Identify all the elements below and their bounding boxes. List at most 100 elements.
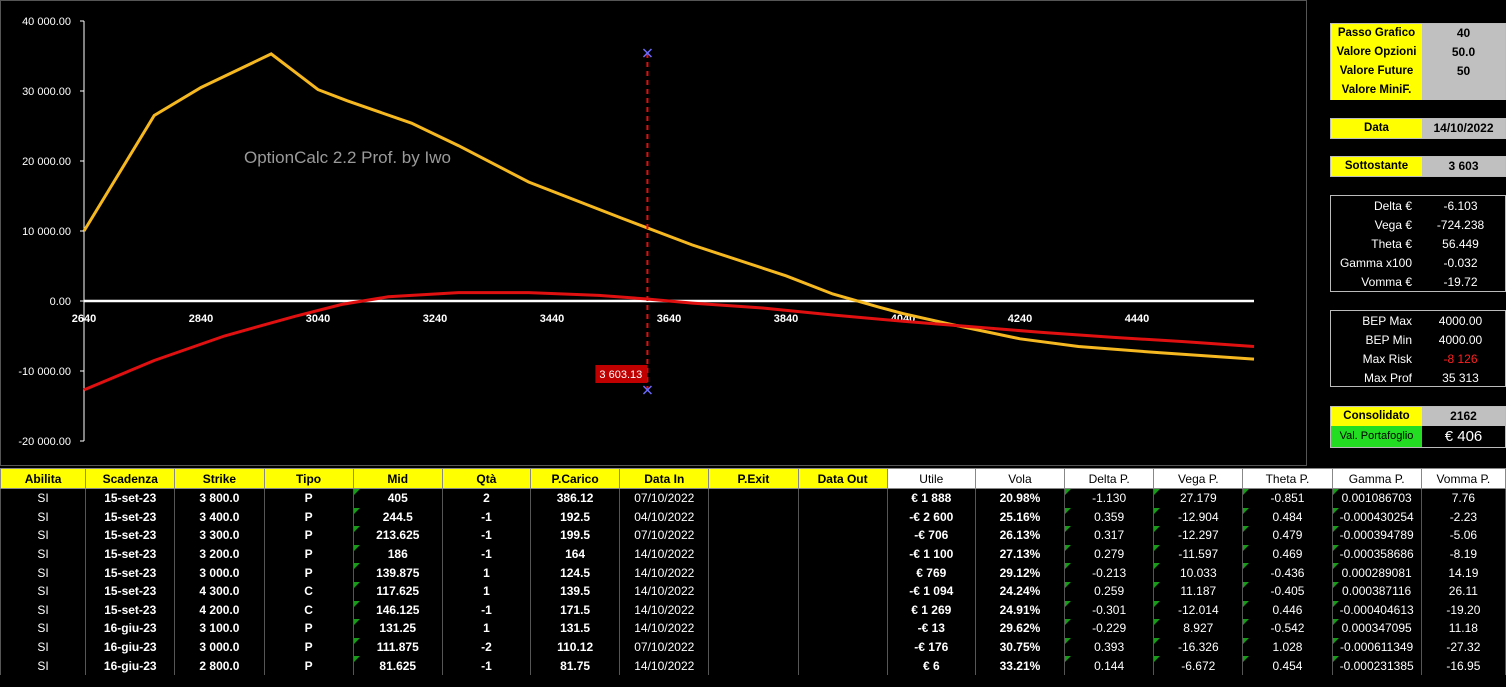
cell-abilita[interactable]: SI [0,507,87,527]
cell-mid: 186 [352,544,443,564]
y-tick-label: -10 000.00 [18,366,71,378]
cell-vomma-p: 7.76 [1420,488,1506,508]
col-header-data-in[interactable]: Data In [619,468,710,489]
cell-vola: 29.12% [974,563,1066,582]
cell-vomma-p: 26.11 [1420,581,1506,601]
cell-p-exit[interactable] [708,619,799,638]
table-row[interactable]: SI 15-set-23 4 200.0 C 146.125 -1 171.5 14/10/2… [0,600,1506,620]
cell-data-out[interactable] [797,563,888,582]
cell-data-out[interactable] [797,600,888,620]
cell-data-out[interactable] [797,581,888,601]
valore-minif-row: Valore MiniF. [1331,81,1505,100]
col-header-vega-p[interactable]: Vega P. [1153,468,1244,489]
table-row[interactable]: SI 16-giu-23 2 800.0 P 81.625 -1 81.75 14/10/20… [0,656,1506,675]
cell-vomma-p: -16.95 [1420,656,1506,675]
cell-abilita[interactable]: SI [0,600,87,620]
table-row[interactable]: SI 16-giu-23 3 000.0 P 111.875 -2 110.12 07/10/… [0,637,1506,657]
cell-abilita[interactable]: SI [0,526,87,545]
cell-abilita[interactable]: SI [0,488,87,508]
greek-label: Theta € [1371,237,1412,251]
bep-row: BEP Min 4000.00 [1331,331,1505,350]
cell-abilita[interactable]: SI [0,544,87,564]
cell-p-exit[interactable] [708,563,799,582]
cell-theta-p: 0.484 [1242,507,1333,527]
cell-tipo: P [263,526,354,545]
cell-p-exit[interactable] [708,544,799,564]
payoff-chart[interactable]: 40 000.00 30 000.00 20 000.00 10 000.00 0.00… [0,0,1307,466]
col-header-p-exit[interactable]: P.Exit [708,468,799,489]
cell-p-exit[interactable] [708,526,799,545]
cell-p-exit[interactable] [708,488,799,508]
col-header-qta[interactable]: Qtà [441,468,532,489]
cell-strike: 3 000.0 [174,637,265,657]
x-tick-label: 3840 [774,313,798,325]
table-row[interactable]: SI 15-set-23 3 300.0 P 213.625 -1 199.5 07/10/2… [0,526,1506,545]
col-header-vola[interactable]: Vola [974,468,1066,489]
date-panel: Data 14/10/2022 [1330,118,1506,139]
table-row[interactable]: SI 15-set-23 3 400.0 P 244.5 -1 192.5 04/10/202… [0,507,1506,527]
table-row[interactable]: SI 15-set-23 3 000.0 P 139.875 1 124.5 14/10/20… [0,563,1506,582]
cell-data-out[interactable] [797,619,888,638]
cell-abilita[interactable]: SI [0,563,87,582]
table-row[interactable]: SI 15-set-23 3 200.0 P 186 -1 164 14/10/2022 -€ … [0,544,1506,564]
col-header-theta-p[interactable]: Theta P. [1242,468,1333,489]
col-header-p-carico[interactable]: P.Carico [530,468,621,489]
cell-abilita[interactable]: SI [0,581,87,601]
cell-p-exit[interactable] [708,656,799,675]
table-row[interactable]: SI 15-set-23 3 800.0 P 405 2 386.12 07/10/2022 €… [0,488,1506,508]
cell-abilita[interactable]: SI [0,619,87,638]
cell-p-exit[interactable] [708,507,799,527]
col-header-data-out[interactable]: Data Out [797,468,888,489]
cell-p-exit[interactable] [708,581,799,601]
cell-utile: -€ 13 [886,619,976,638]
cell-abilita[interactable]: SI [0,637,87,657]
cell-strike: 3 800.0 [174,488,265,508]
cell-data-out[interactable] [797,488,888,508]
cell-delta-p: 0.393 [1064,637,1155,657]
col-header-mid[interactable]: Mid [352,468,443,489]
cell-vomma-p: 11.18 [1420,619,1506,638]
table-row[interactable]: SI 16-giu-23 3 100.0 P 131.25 1 131.5 14/10/202… [0,619,1506,638]
cell-mid: 117.625 [352,581,443,601]
col-header-delta-p[interactable]: Delta P. [1064,468,1155,489]
cell-delta-p: -0.213 [1064,563,1155,582]
col-header-abilita[interactable]: Abilita [0,468,87,489]
consolidato-panel: Consolidato 2162 Val. Portafoglio € 406 [1330,406,1506,448]
cell-vega-p: -11.597 [1153,544,1244,564]
col-header-utile[interactable]: Utile [886,468,976,489]
cell-gamma-p: -0.000358686 [1331,544,1422,564]
col-header-strike[interactable]: Strike [174,468,265,489]
col-header-vomma-p[interactable]: Vomma P. [1420,468,1506,489]
sottostante-value[interactable]: 3 603 [1422,157,1505,176]
cell-data-out[interactable] [797,637,888,657]
cell-scadenza: 15-set-23 [85,526,176,545]
valore-minif-value[interactable] [1422,81,1505,100]
passo-grafico-value[interactable]: 40 [1422,24,1505,43]
valore-opzioni-label: Valore Opzioni [1331,43,1422,62]
valore-future-value[interactable]: 50 [1422,62,1505,81]
col-header-gamma-p[interactable]: Gamma P. [1331,468,1422,489]
cell-p-exit[interactable] [708,637,799,657]
cell-delta-p: 0.359 [1064,507,1155,527]
valore-opzioni-value[interactable]: 50.0 [1422,43,1505,62]
cell-tipo: P [263,656,354,675]
bep-row: Max Risk -8 126 [1331,350,1505,369]
cell-data-out[interactable] [797,507,888,527]
cell-abilita[interactable]: SI [0,656,87,675]
cell-delta-p: 0.279 [1064,544,1155,564]
cell-qta: -1 [441,656,532,675]
cell-strike: 4 300.0 [174,581,265,601]
cell-p-exit[interactable] [708,600,799,620]
cell-data-out[interactable] [797,656,888,675]
bep-label: BEP Max [1362,314,1412,328]
cell-qta: -2 [441,637,532,657]
cell-vola: 29.62% [974,619,1066,638]
col-header-tipo[interactable]: Tipo [263,468,354,489]
col-header-scadenza[interactable]: Scadenza [85,468,176,489]
cell-data-out[interactable] [797,526,888,545]
table-row[interactable]: SI 15-set-23 4 300.0 C 117.625 1 139.5 14/10/20… [0,581,1506,601]
data-value[interactable]: 14/10/2022 [1422,119,1505,138]
x-tick-label: 4440 [1125,313,1149,325]
cell-utile: -€ 176 [886,637,976,657]
cell-data-out[interactable] [797,544,888,564]
